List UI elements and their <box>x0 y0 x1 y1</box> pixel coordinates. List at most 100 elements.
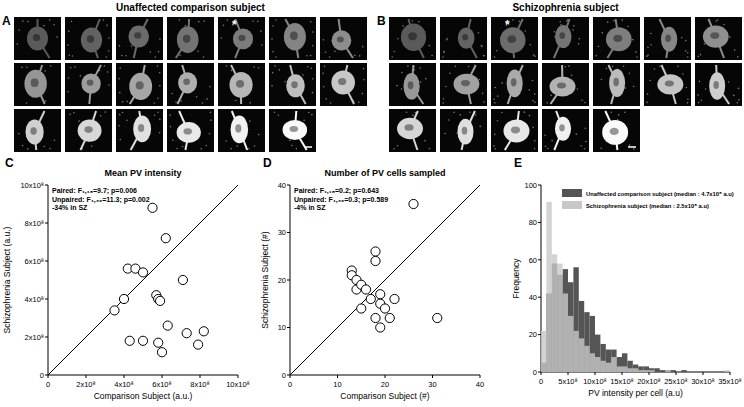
nucleus <box>665 80 674 86</box>
speck <box>22 145 24 147</box>
hist-bar <box>687 372 692 373</box>
hist-bar <box>622 366 627 372</box>
y-tick <box>45 375 48 376</box>
speck <box>559 21 561 23</box>
x-tick-label: 6x10⁸ <box>152 380 171 389</box>
speck <box>249 120 251 122</box>
image-tile <box>218 17 265 60</box>
speck <box>108 84 110 86</box>
y-tick-label: 2x10⁸ <box>25 333 44 342</box>
tile-bg <box>269 63 316 106</box>
cell-body <box>454 74 480 95</box>
tile-bg <box>14 109 61 152</box>
speck <box>445 86 447 88</box>
point <box>156 296 165 305</box>
image-tile <box>167 109 214 152</box>
speck <box>209 86 211 88</box>
speck <box>496 50 498 52</box>
speck <box>564 66 566 68</box>
speck <box>529 115 531 117</box>
x-tick <box>622 372 623 375</box>
speck <box>106 25 108 27</box>
x-axis-label: Comparison Subject (#) <box>340 391 429 401</box>
speck <box>150 51 152 53</box>
image-tile <box>542 109 589 152</box>
tile-bg <box>491 109 538 152</box>
tile-bg <box>320 17 367 60</box>
speck <box>49 148 51 150</box>
y-tick-label: 4x10⁸ <box>25 295 44 304</box>
y-tick <box>538 185 541 186</box>
speck <box>686 87 688 89</box>
image-tile <box>593 17 640 60</box>
speck <box>159 72 161 74</box>
hist-bar <box>584 312 589 372</box>
point <box>178 275 187 284</box>
x-axis-label: PV intensity per cell (a.u) <box>588 388 683 398</box>
y-tick-label: 100 <box>524 181 537 190</box>
hist-bar <box>708 372 713 373</box>
tile-bg <box>389 109 436 152</box>
point <box>390 294 399 303</box>
nucleus <box>507 35 516 43</box>
speck <box>159 119 161 121</box>
nucleus <box>613 35 622 42</box>
speck <box>159 38 161 40</box>
speck <box>606 68 608 70</box>
point <box>154 338 163 347</box>
speck <box>687 56 689 58</box>
plot-area <box>290 185 480 375</box>
speck <box>391 56 393 58</box>
cell-body <box>284 23 306 51</box>
speck <box>72 55 74 57</box>
cell-body <box>331 71 355 95</box>
y-tick <box>287 232 290 233</box>
cell-body <box>703 26 729 48</box>
speck <box>607 21 609 23</box>
cell-body <box>231 116 249 144</box>
speck <box>197 51 199 53</box>
speck <box>45 100 47 102</box>
speck <box>479 126 481 128</box>
speck <box>650 33 652 35</box>
cell-body <box>457 119 473 145</box>
speck <box>572 29 574 31</box>
y-tick <box>45 223 48 224</box>
annotation: Paired: F₁,₁₈=0.2; p=0.643 <box>294 187 379 195</box>
x-tick-label: 8x10⁸ <box>190 380 209 389</box>
speck <box>738 88 740 90</box>
speck <box>302 74 304 76</box>
speck <box>393 51 395 53</box>
y-tick <box>287 280 290 281</box>
y-tick <box>287 327 290 328</box>
speck <box>632 39 634 41</box>
x-tick-label: 0 <box>46 380 50 389</box>
speck <box>26 66 28 68</box>
speck <box>600 148 602 150</box>
speck <box>119 67 121 69</box>
image-tile <box>65 17 112 60</box>
point <box>371 313 380 322</box>
speck <box>323 86 325 88</box>
y-tick-label: 40 <box>278 181 286 190</box>
hist-bar <box>573 267 578 372</box>
image-tile <box>218 109 265 152</box>
point <box>371 256 380 265</box>
x-tick <box>124 375 125 378</box>
speck <box>700 54 702 56</box>
speck <box>412 20 414 22</box>
speck <box>202 102 204 104</box>
speck <box>738 99 740 101</box>
speck <box>584 148 586 150</box>
speck <box>359 55 361 57</box>
nucleus <box>134 32 141 39</box>
speck <box>312 92 314 94</box>
cell-body <box>555 25 571 48</box>
speck <box>687 52 689 54</box>
y-tick-label: 6x10⁸ <box>25 257 44 266</box>
speck <box>272 25 274 27</box>
speck <box>571 75 573 77</box>
speck <box>418 21 420 23</box>
speck <box>407 65 409 67</box>
hist-bar <box>649 368 654 372</box>
